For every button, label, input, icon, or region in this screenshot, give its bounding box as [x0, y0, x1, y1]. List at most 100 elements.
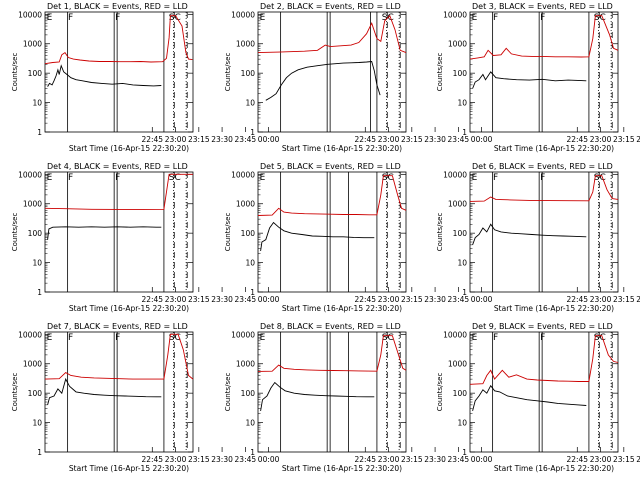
- series-line: [469, 175, 619, 202]
- region-marker-label: F: [115, 13, 120, 23]
- x-tick-label: 23:30: [424, 295, 446, 304]
- x-axis-label: Start Time (16-Apr-15 22:30:20): [494, 304, 614, 313]
- x-tick-label: 23:15: [401, 135, 423, 144]
- plot-frame: [257, 331, 407, 453]
- x-tick-label: 23:15: [613, 135, 635, 144]
- region-marker-label: E: [47, 333, 53, 343]
- chart-panel: Det 4, BLACK = Events, RED = LLD 1 10 100 10…: [11, 162, 280, 313]
- chart-title: Det 5, BLACK = Events, RED = LLD: [260, 162, 401, 171]
- y-tick-label: 1: [250, 128, 255, 137]
- chart-panel: Det 1, BLACK = Events, RED = LLD11010010…: [11, 2, 280, 153]
- x-axis-label: Start Time (16-Apr-15 22:30:20): [282, 304, 402, 313]
- x-tick-label: 23:15: [188, 455, 210, 464]
- chart-panel: Det 3, BLACK = Events, RED = LLD 1 10 100 10…: [436, 2, 640, 153]
- y-tick-label: 1000: [23, 40, 42, 49]
- plot-frame: [257, 11, 407, 133]
- y-tick-label: 100: [241, 389, 256, 398]
- x-tick-label: 00:00: [258, 295, 280, 304]
- y-tick-label: 10: [457, 99, 467, 108]
- y-tick-label: 1000: [236, 40, 255, 49]
- series-line: [472, 223, 587, 246]
- y-tick-label: 100: [241, 229, 256, 238]
- series-line: [44, 173, 193, 210]
- x-tick-label: 23:30: [636, 455, 640, 464]
- region-marker-label: F: [115, 173, 120, 183]
- region-marker-label: F: [493, 13, 498, 23]
- region-marker-label: F: [68, 333, 73, 343]
- plot-frame: [257, 171, 407, 293]
- x-tick-label: 00:00: [258, 135, 280, 144]
- chart-title: Det 6, BLACK = Events, RED = LLD: [472, 162, 613, 171]
- y-axis-label: Counts/sec: [224, 373, 232, 412]
- x-tick-label: 23:15: [613, 295, 635, 304]
- x-tick-label: 22:45: [141, 135, 163, 144]
- series-line: [260, 221, 375, 251]
- y-tick-label: 1000: [448, 40, 467, 49]
- y-tick-label: 100: [28, 69, 43, 78]
- x-tick-label: 23:15: [613, 455, 635, 464]
- region-marker-label: E: [472, 173, 478, 183]
- x-tick-label: 22:45: [141, 295, 163, 304]
- x-tick-label: 23:45: [235, 455, 257, 464]
- region-marker-label: E: [47, 13, 53, 23]
- x-tick-label: 22:45: [566, 135, 588, 144]
- x-tick-label: 23:30: [211, 135, 233, 144]
- y-tick-label: 1: [462, 288, 467, 297]
- chart-panel: Det 6, BLACK = Events, RED = LLD 1 10 100 10…: [436, 162, 640, 313]
- y-tick-label: 10: [32, 99, 42, 108]
- y-tick-label: 1000: [236, 200, 255, 209]
- x-tick-label: 00:00: [471, 135, 493, 144]
- plot-frame: [44, 11, 194, 133]
- x-axis-label: Start Time (16-Apr-15 22:30:20): [494, 144, 614, 153]
- y-tick-label: 100: [241, 69, 256, 78]
- x-axis-label: Start Time (16-Apr-15 22:30:20): [69, 144, 189, 153]
- y-tick-label: 100: [453, 229, 468, 238]
- x-tick-label: 23:15: [188, 295, 210, 304]
- chart-title: Det 3, BLACK = Events, RED = LLD: [472, 2, 613, 11]
- x-tick-label: 23:00: [165, 455, 187, 464]
- y-tick-label: 1000: [23, 200, 42, 209]
- x-axis-label: Start Time (16-Apr-15 22:30:20): [494, 464, 614, 473]
- x-tick-label: 00:00: [471, 455, 493, 464]
- series-line: [260, 381, 375, 411]
- y-tick-label: 10: [32, 419, 42, 428]
- y-tick-label: 10000: [18, 10, 42, 19]
- chart-title: Det 2, BLACK = Events, RED = LLD: [260, 2, 401, 11]
- y-axis-label: Counts/sec: [436, 373, 444, 412]
- y-tick-label: 10000: [18, 330, 42, 339]
- chart-title: Det 7, BLACK = Events, RED = LLD: [47, 322, 188, 331]
- x-tick-label: 23:30: [424, 455, 446, 464]
- series-line: [472, 71, 587, 89]
- y-tick-label: 10000: [231, 170, 255, 179]
- region-marker-label: F: [68, 173, 73, 183]
- y-tick-label: 10: [245, 259, 255, 268]
- y-tick-label: 1: [37, 288, 42, 297]
- x-tick-label: 23:00: [165, 295, 187, 304]
- x-tick-label: 23:00: [378, 295, 400, 304]
- x-tick-label: 00:00: [258, 455, 280, 464]
- region-marker-label: E: [260, 333, 266, 343]
- series-line: [469, 335, 619, 385]
- x-tick-label: 23:30: [211, 295, 233, 304]
- plot-frame: [469, 171, 619, 293]
- x-tick-label: 23:15: [188, 135, 210, 144]
- region-marker-label: E: [260, 173, 266, 183]
- region-marker-label: SC: [382, 333, 394, 343]
- region-marker-label: F: [68, 13, 73, 23]
- region-marker-label: E: [260, 13, 266, 23]
- x-axis-label: Start Time (16-Apr-15 22:30:20): [69, 304, 189, 313]
- series-line: [44, 15, 193, 65]
- chart-title: Det 9, BLACK = Events, RED = LLD: [472, 322, 613, 331]
- chart-panel: Det 8, BLACK = Events, RED = LLD11010010…: [224, 322, 493, 473]
- x-axis-label: Start Time (16-Apr-15 22:30:20): [282, 464, 402, 473]
- y-tick-label: 1000: [236, 360, 255, 369]
- x-tick-label: 22:45: [566, 455, 588, 464]
- x-axis-label: Start Time (16-Apr-15 22:30:20): [282, 144, 402, 153]
- chart-title: Det 4, BLACK = Events, RED = LLD: [47, 162, 188, 171]
- y-tick-label: 1: [37, 448, 42, 457]
- x-tick-label: 23:00: [378, 135, 400, 144]
- y-axis-label: Counts/sec: [224, 53, 232, 92]
- chart-panel: Det 7, BLACK = Events, RED = LLD 1 10 100 10…: [11, 322, 280, 473]
- series-line: [265, 61, 381, 101]
